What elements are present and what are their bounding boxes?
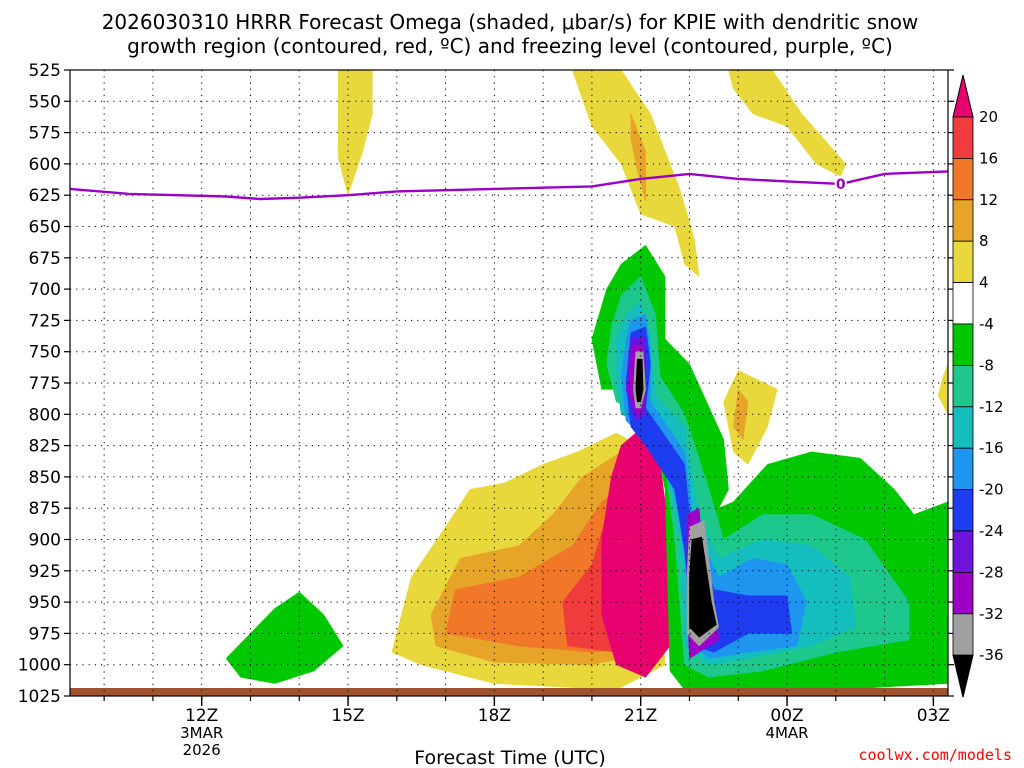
y-tick-label-18: 975 [29, 624, 61, 644]
y-tick-label-19: 1000 [18, 656, 61, 676]
y-axis: 525 550 575 600 625 650 675 700 725 750 775 800 825 8… [18, 61, 954, 707]
credit-text: coolwx.com/models [858, 746, 1012, 764]
omega-region-1 [571, 69, 700, 278]
colorbar-swatch-8 [952, 406, 974, 449]
x-tick-label-2: 18Z [478, 706, 511, 726]
colorbar-label-12: -32 [979, 605, 1004, 623]
x-tick-label-4: 00Z [770, 706, 803, 726]
colorbar-swatch-5 [952, 282, 974, 325]
colorbar-swatch-9 [952, 447, 974, 491]
y-tick-label-14: 875 [29, 499, 61, 519]
colorbar-label-4: 4 [979, 274, 989, 292]
y-tick-label-20: 1025 [18, 687, 61, 707]
colorbar-label-8: -16 [979, 439, 1004, 457]
y-tick-label-11: 800 [29, 405, 61, 425]
freezing-label-bg [834, 175, 847, 192]
omega-region-12 [225, 591, 344, 684]
y-tick-label-2: 575 [29, 124, 61, 144]
x-tick-label-5: 03Z [917, 706, 950, 726]
colorbar: 20 16 12 8 4 -4 -8 -12 -16 -20 -24 -28 -32 -36 [952, 74, 1004, 698]
omega-region-11 [937, 364, 949, 415]
colorbar-swatch-10 [952, 489, 974, 532]
omega-region-3 [728, 69, 846, 177]
colorbar-label-9: -20 [979, 481, 1004, 499]
y-tick-label-4: 625 [29, 186, 61, 206]
y-tick-label-3: 600 [29, 155, 61, 175]
omega-shading [225, 69, 949, 697]
x-axis-label: Forecast Time (UTC) [414, 747, 605, 768]
chart-title-line1: 2026030310 HRRR Forecast Omega (shaded, … [102, 10, 919, 34]
colorbar-label-7: -12 [979, 398, 1004, 416]
x-tick-label-0: 12Z [185, 706, 218, 726]
colorbar-label-2: 12 [979, 191, 998, 209]
colorbar-label-1: 16 [979, 149, 998, 167]
x-tick-sub2-0: 2026 [183, 741, 221, 759]
colorbar-top-arrow [952, 74, 974, 118]
colorbar-bottom-arrow [952, 654, 974, 698]
colorbar-label-10: -24 [979, 522, 1004, 540]
colorbar-swatch-2 [952, 157, 974, 201]
x-tick-label-3: 21Z [624, 706, 657, 726]
terrain-bar [70, 688, 948, 696]
colorbar-swatch-3 [952, 199, 974, 242]
y-tick-label-15: 900 [29, 531, 61, 551]
y-tick-label-6: 675 [29, 249, 61, 269]
colorbar-swatch-6 [952, 323, 974, 366]
y-tick-label-8: 725 [29, 311, 61, 331]
colorbar-swatch-7 [952, 364, 974, 408]
freezing-level-label: 0 [836, 177, 846, 193]
grid-lines [70, 69, 948, 697]
colorbar-label-0: 20 [979, 108, 998, 126]
colorbar-swatch-4 [952, 240, 974, 283]
colorbar-label-3: 8 [979, 232, 989, 250]
y-tick-label-13: 850 [29, 468, 61, 488]
terrain-strip [70, 688, 948, 696]
x-tick-label-1: 15Z [331, 706, 364, 726]
freezing-level-line [69, 170, 949, 201]
y-tick-label-12: 825 [29, 437, 61, 457]
colorbar-label-6: -8 [979, 356, 994, 374]
y-tick-label-7: 700 [29, 280, 61, 300]
y-tick-label-0: 525 [29, 61, 61, 81]
chart-title-line2: growth region (contoured, red, ºC) and f… [127, 34, 893, 58]
y-tick-label-10: 775 [29, 374, 61, 394]
colorbar-label-5: -4 [979, 315, 994, 333]
omega-region-23 [635, 358, 644, 403]
colorbar-label-11: -28 [979, 563, 1004, 581]
x-tick-sub1-0: 3MAR [180, 724, 223, 742]
colorbar-label-13: -36 [979, 646, 1004, 664]
y-tick-label-9: 750 [29, 343, 61, 363]
y-tick-label-1: 550 [29, 92, 61, 112]
colorbar-swatch-1 [952, 116, 974, 159]
freezing-level: 0 [69, 170, 949, 201]
y-tick-label-17: 950 [29, 593, 61, 613]
omega-region-9 [723, 370, 778, 465]
colorbar-swatch-11 [952, 530, 974, 573]
y-tick-label-5: 650 [29, 218, 61, 238]
x-tick-sub1-4: 4MAR [765, 724, 808, 742]
colorbar-swatch-13 [952, 613, 974, 656]
y-tick-label-16: 925 [29, 562, 61, 582]
colorbar-swatch-12 [952, 572, 974, 615]
